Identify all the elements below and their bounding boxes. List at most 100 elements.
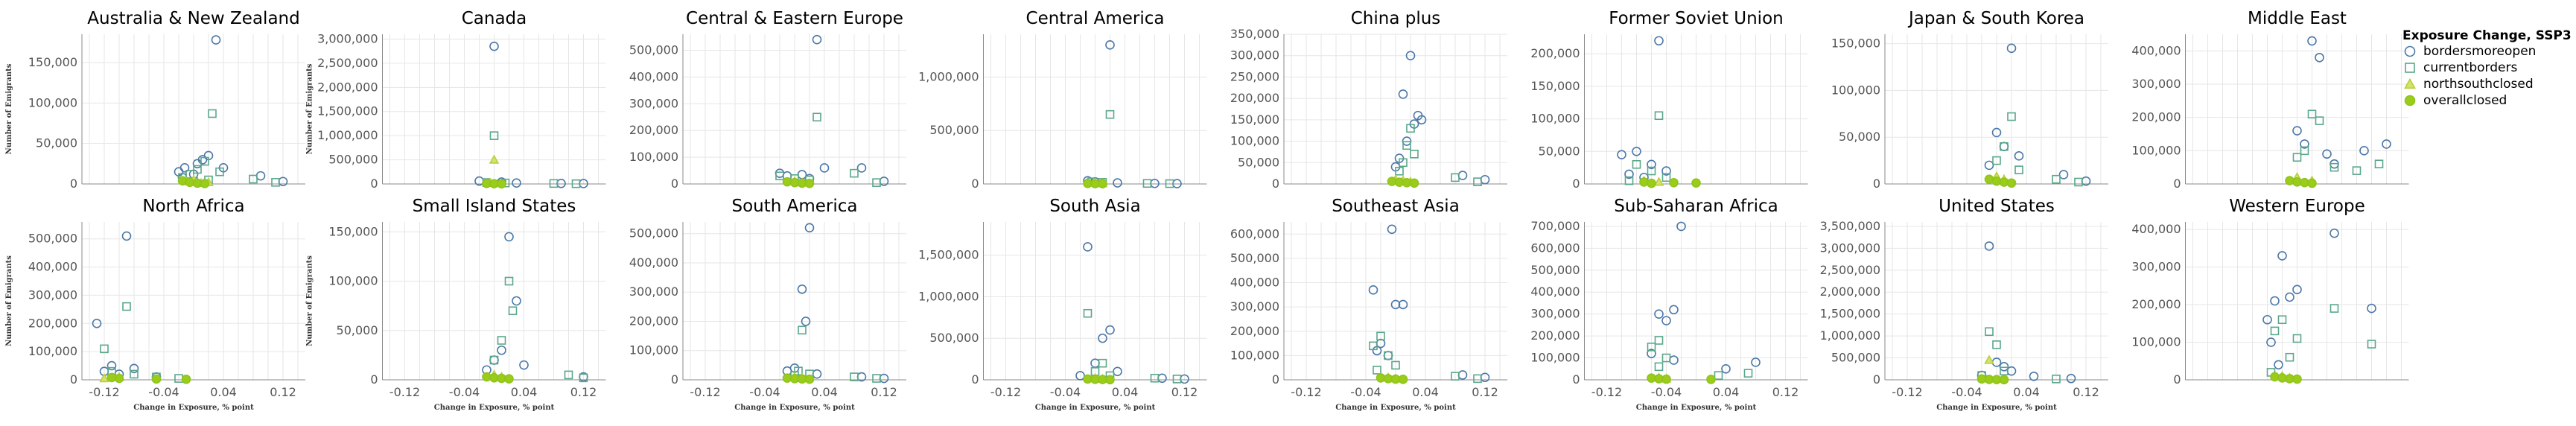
data-point-currentborders (2292, 153, 2302, 162)
data-point-overallclosed (114, 373, 124, 384)
panel-5: 0 50,000 100,000 150,000 200,000 250,000 300,0… (1230, 9, 1507, 191)
data-point-currentborders (549, 179, 559, 188)
y-tick-label: 100,000 (1230, 134, 1279, 148)
series-bordersmoreopen (1368, 224, 1490, 383)
data-point-bordersmoreopen (856, 163, 867, 173)
data-point-bordersmoreopen (1157, 373, 1167, 384)
y-tick-label: 50,000 (1539, 144, 1580, 158)
data-point-bordersmoreopen (1457, 171, 1468, 180)
data-point-bordersmoreopen (129, 363, 139, 374)
y-tick-label: 300,000 (28, 287, 77, 302)
data-point-currentborders (798, 325, 807, 335)
legend-item-currentborders: currentborders (2402, 60, 2574, 76)
data-point-overallclosed (1647, 178, 1656, 188)
data-point-bordersmoreopen (812, 34, 822, 45)
data-point-currentborders (1473, 374, 1482, 384)
data-point-bordersmoreopen (804, 223, 815, 233)
panel-4: 0 500,000 1,000,000 Central America (918, 9, 1207, 191)
data-point-currentborders (2315, 116, 2324, 125)
y-tick-label: 300,000 (1230, 48, 1279, 63)
data-point-bordersmoreopen (556, 179, 566, 188)
y-tick-label: 0 (1873, 177, 1880, 191)
series-bordersmoreopen (2262, 228, 2376, 370)
data-point-bordersmoreopen (1416, 115, 1427, 125)
data-point-northsouthclosed (99, 373, 109, 383)
panel-title: Central America (1026, 9, 1165, 28)
series-overallclosed (1083, 178, 1107, 189)
data-point-bordersmoreopen (106, 360, 117, 371)
x-tick-label: -0.04 (749, 385, 780, 399)
data-point-currentborders (1654, 362, 1664, 372)
data-point-currentborders (872, 374, 881, 383)
data-point-currentborders (775, 171, 784, 181)
data-point-bordersmoreopen (519, 360, 529, 370)
panel-2: 0 500,000 1,000,000 1,500,000 2,000,000 2,500… (306, 9, 606, 191)
x-axis-title: Change in Exposure, % point (1936, 404, 2057, 412)
data-point-currentborders (1399, 158, 1408, 168)
panel-title: Former Soviet Union (1609, 9, 1783, 28)
series-overallclosed (782, 177, 815, 188)
y-tick-label: 200,000 (2131, 297, 2181, 311)
data-point-bordersmoreopen (1368, 285, 1378, 295)
y-tick-label: 50,000 (1839, 130, 1880, 144)
data-point-northsouthclosed (1984, 355, 1994, 364)
panel-16: 0 100,000 200,000 300,000 400,000 Western Eur… (2131, 197, 2409, 387)
data-point-bordersmoreopen (1105, 40, 1115, 50)
series-currentborders (1977, 327, 2061, 384)
panel-title: Western Europe (2229, 197, 2365, 216)
y-tick-label: 1,000,000 (918, 69, 979, 83)
series-overallclosed (782, 373, 815, 384)
panel-title: North Africa (142, 197, 244, 216)
data-point-bordersmoreopen (1398, 299, 1408, 310)
y-tick-label: 150,000 (1831, 36, 1880, 51)
y-tick-label: 0 (1873, 372, 1880, 387)
series-currentborders (2292, 109, 2384, 175)
x-tick-label: -0.12 (690, 385, 720, 399)
data-point-overallclosed (497, 179, 506, 189)
series-overallclosed (1647, 373, 1716, 384)
panel-title: Central & Eastern Europe (686, 9, 903, 28)
data-point-overallclosed (1398, 375, 1408, 384)
x-tick-label: 0.12 (270, 385, 296, 399)
y-tick-label: 200,000 (1230, 91, 1279, 105)
data-point-currentborders (1647, 166, 1656, 176)
panel-3: 0 100,000 200,000 300,000 400,000 500,000 Cent… (629, 9, 906, 191)
data-point-currentborders (579, 373, 588, 383)
data-point-bordersmoreopen (1999, 142, 2009, 152)
data-point-currentborders (2014, 165, 2023, 174)
data-point-overallclosed (1409, 178, 1419, 188)
x-tick-label: -0.12 (990, 385, 1021, 399)
y-tick-label: 100,000 (1530, 112, 1580, 126)
data-point-currentborders (1624, 176, 1634, 185)
data-point-bordersmoreopen (2066, 373, 2076, 384)
series-overallclosed (482, 179, 506, 189)
data-point-currentborders (489, 355, 499, 365)
panel-11: 0 100,000 200,000 300,000 400,000 500,000 -0.1… (629, 197, 906, 412)
square-marker-icon (2405, 63, 2415, 73)
series-bordersmoreopen (1075, 242, 1189, 384)
y-tick-label: 500,000 (929, 123, 979, 137)
data-point-currentborders (850, 372, 859, 381)
x-tick-label: 0.04 (2013, 385, 2040, 399)
y-tick-label: 150,000 (328, 224, 378, 238)
data-point-currentborders (2374, 159, 2384, 168)
data-point-overallclosed (2307, 178, 2317, 188)
x-tick-label: -0.12 (389, 385, 420, 399)
series-currentborders (1624, 111, 1671, 185)
data-point-overallclosed (1691, 178, 1701, 188)
legend-label: northsouthclosed (2423, 77, 2534, 92)
y-tick-label: 150,000 (1230, 112, 1279, 127)
data-point-bordersmoreopen (2292, 284, 2302, 295)
data-point-bordersmoreopen (2307, 36, 2317, 46)
x-tick-label: 0.04 (811, 385, 838, 399)
data-point-currentborders (2074, 177, 2083, 187)
data-point-bordersmoreopen (2329, 228, 2339, 238)
data-point-bordersmoreopen (497, 345, 506, 355)
series-overallclosed (2285, 176, 2317, 188)
series-currentborders (1087, 109, 1174, 188)
y-axis-title: Number of Emigrants (306, 63, 314, 154)
data-point-bordersmoreopen (1098, 333, 1107, 343)
circle-marker-icon (2404, 45, 2416, 57)
data-point-bordersmoreopen (489, 41, 499, 51)
data-point-bordersmoreopen (92, 318, 102, 328)
